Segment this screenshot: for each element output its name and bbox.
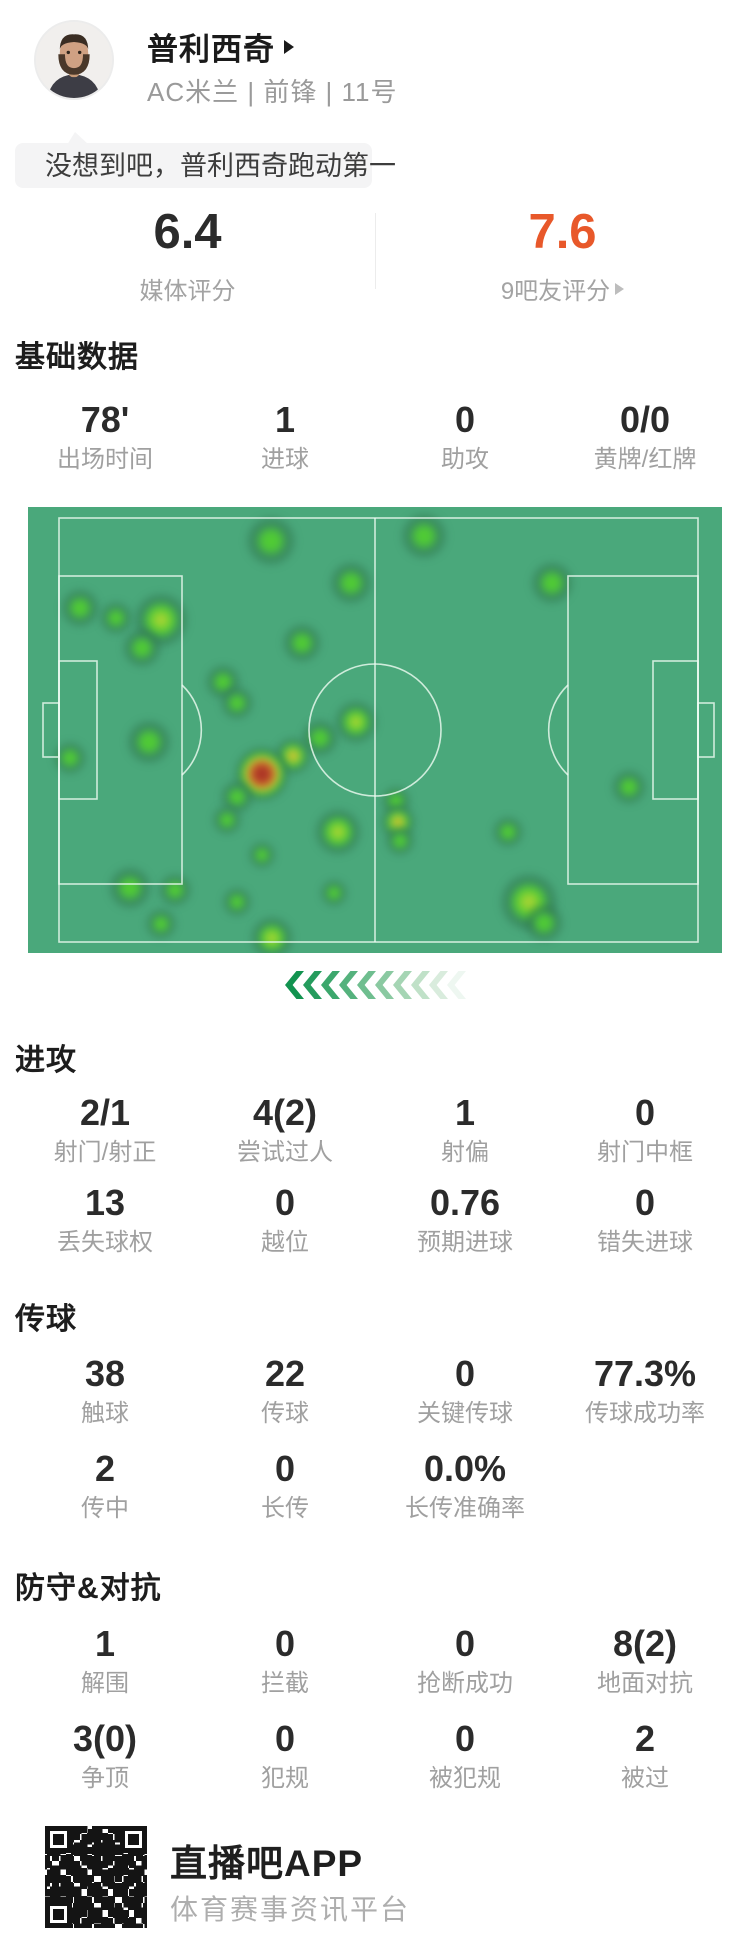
stat-offsides: 0 越位: [261, 1182, 309, 1257]
stat-clearances: 1 解围: [81, 1623, 129, 1698]
defense-stats-row-1: 1 解围 0 拦截 0 抢断成功 8(2) 地面对抗: [15, 1624, 735, 1701]
stat-shots: 2/1 射门/射正: [53, 1092, 157, 1167]
stat-dribbled-past: 2 被过: [621, 1718, 669, 1793]
stat-fouls: 0 犯规: [261, 1718, 309, 1793]
stat-pass-accuracy: 77.3% 传球成功率: [585, 1353, 705, 1428]
stat-assists: 0 助攻: [441, 399, 489, 474]
stat-long-ball-accuracy: 0.0% 长传准确率: [405, 1448, 525, 1523]
app-tagline: 体育赛事资讯平台: [170, 1894, 411, 1925]
media-rating: 6.4 媒体评分: [0, 205, 375, 306]
heatmap-blobs: [28, 507, 722, 953]
ratings-divider: [375, 213, 376, 289]
qr-finder-icon: [45, 1826, 72, 1853]
player-name: 普利西奇: [147, 31, 275, 67]
chevron-right-icon: [615, 282, 625, 295]
empty-cell: [555, 1449, 735, 1526]
player-photo: [36, 22, 112, 98]
stat-xg: 0.76 预期进球: [417, 1182, 513, 1257]
qr-code: [45, 1826, 147, 1928]
stat-dribbles: 4(2) 尝试过人: [237, 1092, 333, 1167]
player-team-info: AC米兰 | 前锋 | 11号: [147, 77, 398, 107]
stat-big-chances-missed: 0 错失进球: [597, 1182, 693, 1257]
qr-finder-icon: [45, 1901, 72, 1928]
media-rating-value: 6.4: [153, 205, 222, 259]
section-title-attack: 进攻: [15, 1044, 77, 1077]
passing-stats-row-1: 38 触球 22 传球 0 关键传球 77.3% 传球成功率: [15, 1354, 735, 1431]
qr-finder-icon: [120, 1826, 147, 1853]
stat-passes: 22 传球: [261, 1353, 309, 1428]
pitch-lines: [42, 517, 715, 943]
player-name-row[interactable]: 普利西奇: [147, 26, 294, 67]
section-title-basic: 基础数据: [15, 341, 139, 374]
stat-aerial-duels: 3(0) 争顶: [72, 1718, 138, 1793]
app-name: 直播吧APP: [170, 1843, 364, 1884]
stat-touches: 38 触球: [81, 1353, 129, 1428]
basic-stats-row: 78' 出场时间 1 进球 0 助攻 0/0 黄牌/红牌: [15, 400, 735, 477]
bubble-tail: [67, 132, 89, 145]
stat-crosses: 2 传中: [81, 1448, 129, 1523]
stat-woodwork: 0 射门中框: [597, 1092, 693, 1167]
section-title-defense: 防守&对抗: [15, 1572, 162, 1605]
stat-possession-lost: 13 丢失球权: [57, 1182, 153, 1257]
stat-fouled: 0 被犯规: [429, 1718, 501, 1793]
defense-stats-row-2: 3(0) 争顶 0 犯规 0 被犯规 2 被过: [15, 1719, 735, 1796]
fans-rating-value: 7.6: [528, 205, 597, 259]
stat-goals: 1 进球: [261, 399, 309, 474]
fans-rating-label[interactable]: 9吧友评分: [375, 271, 750, 306]
attack-stats-row-2: 13 丢失球权 0 越位 0.76 预期进球 0 错失进球: [15, 1183, 735, 1260]
stat-key-passes: 0 关键传球: [417, 1353, 513, 1428]
player-avatar[interactable]: [34, 20, 114, 100]
media-rating-label: 媒体评分: [139, 278, 236, 305]
stat-tackles: 0 抢断成功: [417, 1623, 513, 1698]
stat-ground-duels: 8(2) 地面对抗: [597, 1623, 693, 1698]
section-title-passing: 传球: [15, 1303, 77, 1336]
stat-long-balls: 0 长传: [261, 1448, 309, 1523]
quote-text: 没想到吧，普利西奇跑动第一: [45, 151, 396, 181]
position-heatmap: [28, 507, 722, 953]
stat-interceptions: 0 拦截: [261, 1623, 309, 1698]
quote-bubble: 没想到吧，普利西奇跑动第一: [15, 132, 396, 188]
stat-minutes: 78' 出场时间: [57, 399, 153, 474]
passing-stats-row-2: 2 传中 0 长传 0.0% 长传准确率: [15, 1449, 735, 1526]
fans-rating[interactable]: 7.6 9吧友评分: [375, 205, 750, 306]
chevron-right-icon: [284, 40, 294, 54]
attack-stats-row-1: 2/1 射门/射正 4(2) 尝试过人 1 射偏 0 射门中框: [15, 1093, 735, 1170]
stat-shots-off: 1 射偏: [441, 1092, 489, 1167]
stat-cards: 0/0 黄牌/红牌: [593, 399, 697, 474]
attack-direction-indicator: [0, 970, 750, 1000]
